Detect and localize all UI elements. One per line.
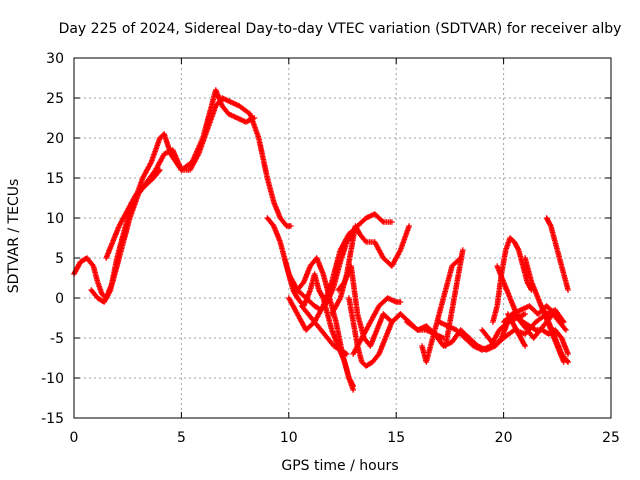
series-markers <box>543 215 571 293</box>
series-track-12 <box>350 295 404 357</box>
series-markers <box>103 167 163 261</box>
series-track-10 <box>335 263 404 349</box>
axis-ticks <box>73 57 612 419</box>
x-tick-label: 0 <box>70 430 79 446</box>
y-tick-label: -5 <box>50 331 64 347</box>
x-tick-label: 15 <box>387 430 405 446</box>
x-axis-label: GPS time / hours <box>281 458 398 474</box>
y-tick-label: -10 <box>41 371 64 387</box>
y-tick-label: 5 <box>55 251 64 267</box>
x-tick-label: 10 <box>280 430 298 446</box>
y-tick-label: -15 <box>41 411 64 427</box>
series-track-26 <box>505 311 528 349</box>
x-tick-labels: 0 5 10 15 20 25 <box>70 430 620 446</box>
y-tick-label: 0 <box>55 291 64 307</box>
series-markers <box>298 303 350 357</box>
y-axis-label: SDTVAR / TECUs <box>6 179 22 294</box>
series-markers <box>286 231 356 313</box>
y-tick-label: 30 <box>46 51 64 67</box>
series-track-20 <box>543 215 571 293</box>
x-tick-label: 20 <box>495 430 513 446</box>
series-markers <box>335 263 404 349</box>
y-tick-labels: -15 -10 -5 0 5 10 15 20 25 30 <box>41 51 64 427</box>
grid-lines <box>74 58 611 418</box>
x-tick-label: 25 <box>602 430 620 446</box>
y-tick-label: 15 <box>46 171 64 187</box>
x-tick-label: 5 <box>177 430 186 446</box>
series-markers <box>554 343 571 365</box>
series-markers <box>350 295 404 357</box>
y-tick-label: 20 <box>46 131 64 147</box>
series-track-08 <box>298 303 350 357</box>
plot-frame <box>73 57 612 419</box>
data-series <box>71 87 571 393</box>
chart-title: Day 225 of 2024, Sidereal Day-to-day VTE… <box>59 21 622 37</box>
series-track-03 <box>103 167 163 261</box>
series-markers <box>505 311 528 349</box>
series-track-07 <box>286 231 356 313</box>
y-tick-label: 25 <box>46 91 64 107</box>
series-track-25 <box>554 343 571 365</box>
y-tick-label: 10 <box>46 211 64 227</box>
